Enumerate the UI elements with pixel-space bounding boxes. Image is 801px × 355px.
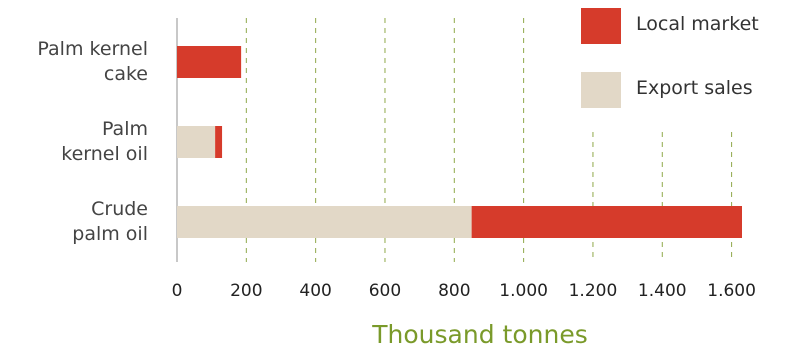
x-tick-label: 1.000: [499, 281, 548, 301]
category-label-line: Palm: [101, 118, 148, 140]
bar-palm-kernel-oil-export-sales: [177, 126, 216, 158]
x-tick-label: 400: [299, 281, 332, 301]
category-label-line: cake: [103, 63, 148, 85]
legend-swatch-local-market: [581, 8, 621, 44]
bar-palm-kernel-cake-local-market: [177, 46, 242, 78]
category-label-palm-kernel-cake: Palm kernel cake: [0, 37, 148, 87]
x-tick-label: 0: [171, 281, 183, 301]
bar-crude-palm-oil-export-sales: [177, 206, 472, 238]
category-label-line: Palm kernel: [37, 38, 148, 60]
x-tick-label: 600: [368, 281, 402, 301]
legend-label-local-market: Local market: [636, 13, 759, 35]
category-label-line: palm oil: [72, 223, 148, 245]
category-label-crude-palm-oil: Crude palm oil: [0, 197, 148, 247]
bar-palm-kernel-oil-local-market: [215, 126, 223, 158]
legend-label-export-sales: Export sales: [636, 77, 753, 99]
x-axis-label: Thousand tonnes: [372, 320, 588, 349]
legend-swatch-export-sales: [581, 72, 621, 108]
bar-crude-palm-oil-local-market: [471, 206, 742, 238]
x-tick-label: 800: [438, 281, 471, 301]
category-label-line: Crude: [91, 198, 148, 220]
category-label-line: kernel oil: [61, 143, 148, 165]
x-tick-label: 1.200: [568, 281, 618, 301]
category-label-palm-kernel-oil: Palm kernel oil: [0, 117, 148, 167]
x-tick-label: 1.400: [637, 281, 687, 301]
x-tick-label: 200: [230, 281, 263, 301]
x-tick-label: 1.600: [707, 281, 756, 301]
